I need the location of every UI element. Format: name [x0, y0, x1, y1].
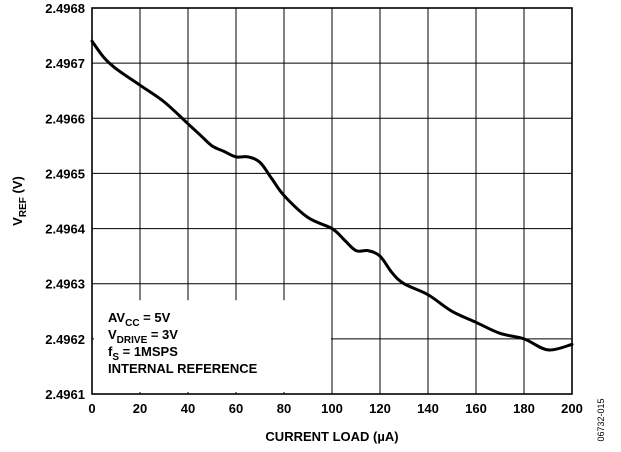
- y-axis-title-subscript: REF: [18, 197, 29, 217]
- y-tick-label: 2.4966: [45, 111, 85, 126]
- annotation-box-background: [94, 300, 331, 392]
- x-tick-label: 100: [321, 401, 343, 416]
- y-tick-label: 2.4965: [45, 166, 85, 181]
- y-tick-labels: 2.4961 2.4962 2.4963 2.4964 2.4965 2.4966 2.49…: [45, 1, 86, 402]
- annotation-subscript: DRIVE: [117, 335, 148, 346]
- annotation-line: VDRIVE = 3V: [108, 327, 178, 346]
- y-tick-label: 2.4967: [45, 56, 85, 71]
- x-axis-title: CURRENT LOAD (µA): [265, 429, 398, 444]
- annotation-main: V: [108, 327, 117, 342]
- x-tick-label: 60: [229, 401, 243, 416]
- annotation-line: fS = 1MSPS: [108, 344, 178, 363]
- x-tick-label: 40: [181, 401, 195, 416]
- annotation-subscript: S: [112, 352, 119, 363]
- series-line: [90, 39, 574, 352]
- annotation-subscript: CC: [125, 318, 139, 329]
- annotation-value: = 5V: [140, 310, 171, 325]
- annotation-line: AVCC = 5V: [108, 310, 171, 329]
- figure-id: 06732-015: [596, 398, 606, 441]
- x-tick-label: 180: [513, 401, 535, 416]
- x-tick-labels: 0 20 40 60 80 100 120 140 160 180 200: [88, 401, 582, 416]
- annotation-main: f: [108, 344, 113, 359]
- y-tick-label: 2.4961: [45, 387, 85, 402]
- y-tick-label: 2.4962: [45, 332, 85, 347]
- x-tick-label: 140: [417, 401, 439, 416]
- x-tick-label: 80: [277, 401, 291, 416]
- y-tick-label: 2.4964: [45, 222, 86, 237]
- plot-frame: [91, 7, 573, 395]
- y-axis-title-main: V: [10, 217, 25, 226]
- annotation-main: INTERNAL REFERENCE: [108, 361, 258, 376]
- y-axis-title: VREF (V): [10, 176, 29, 226]
- x-tick-label: 120: [369, 401, 391, 416]
- annotation-line: INTERNAL REFERENCE: [108, 361, 258, 376]
- annotation-value: = 3V: [147, 327, 178, 342]
- x-tick-label: 20: [133, 401, 147, 416]
- y-tick-label: 2.4963: [45, 277, 85, 292]
- annotation-value: = 1MSPS: [119, 344, 178, 359]
- x-tick-label: 200: [561, 401, 583, 416]
- annotation-main: AV: [108, 310, 125, 325]
- y-tick-label: 2.4968: [45, 1, 85, 16]
- x-tick-label: 0: [88, 401, 95, 416]
- y-axis-title-unit: (V): [10, 176, 25, 197]
- x-tick-label: 160: [465, 401, 487, 416]
